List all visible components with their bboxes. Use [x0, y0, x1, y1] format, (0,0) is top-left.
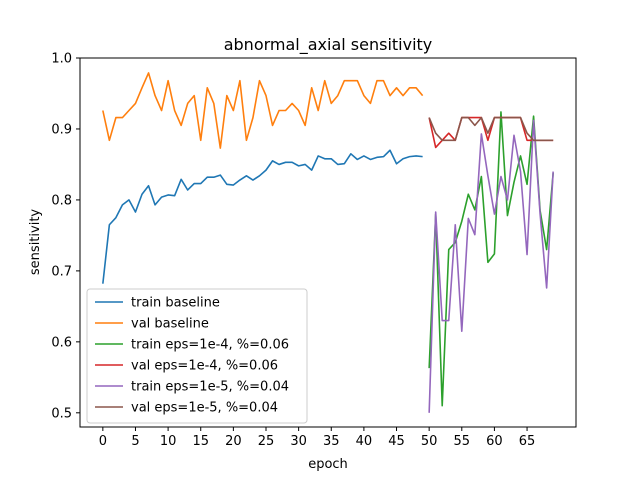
legend-label: val baseline: [131, 317, 209, 332]
x-tick-label: 25: [258, 434, 275, 449]
x-tick-label: 0: [99, 434, 107, 449]
series-line-5: [428, 119, 554, 413]
legend-frame: [86, 288, 308, 424]
x-tick-label: 40: [356, 434, 373, 449]
y-axis-title: sensitivity: [28, 209, 43, 276]
x-tick-label: 5: [131, 434, 139, 449]
y-tick-label: 0.8: [51, 193, 72, 208]
x-tick-label: 30: [290, 434, 307, 449]
y-tick-label: 0.9: [51, 122, 72, 137]
legend-label: train eps=1e-5, %=0.04: [131, 380, 289, 395]
legend-label: val eps=1e-4, %=0.06: [131, 359, 278, 374]
y-tick-label: 1.0: [51, 52, 72, 67]
x-axis-ticks: 0 5 10 15 20 25 30 35 40 45 50 55 60 65: [99, 427, 536, 449]
y-tick-label: 0.5: [51, 406, 72, 421]
series-line-1: [102, 149, 423, 284]
x-tick-label: 50: [421, 434, 438, 449]
x-tick-label: 20: [225, 434, 242, 449]
x-axis-title: epoch: [308, 457, 348, 472]
y-tick-label: 0.7: [51, 264, 72, 279]
plot-lines: [102, 72, 554, 413]
series-line-2: [102, 72, 424, 149]
x-tick-label: 60: [486, 434, 503, 449]
legend-label: val eps=1e-5, %=0.04: [131, 401, 278, 416]
x-tick-label: 35: [323, 434, 340, 449]
legend: train baseline val baseline train eps=1e-4…: [86, 288, 308, 424]
legend-label: train eps=1e-4, %=0.06: [131, 338, 289, 353]
series-line-6: [428, 116, 554, 142]
x-tick-label: 45: [388, 434, 405, 449]
plot-frame: [79, 57, 577, 428]
x-tick-label: 55: [454, 434, 471, 449]
x-tick-label: 15: [192, 434, 209, 449]
y-axis-ticks: 0.5 0.6 0.7 0.8 0.9 1.0: [51, 52, 80, 421]
chart-title: abnormal_axial sensitivity: [224, 35, 433, 55]
x-tick-label: 10: [160, 434, 177, 449]
x-tick-label: 65: [519, 434, 536, 449]
y-tick-label: 0.6: [51, 335, 72, 350]
legend-label: train baseline: [131, 296, 220, 311]
